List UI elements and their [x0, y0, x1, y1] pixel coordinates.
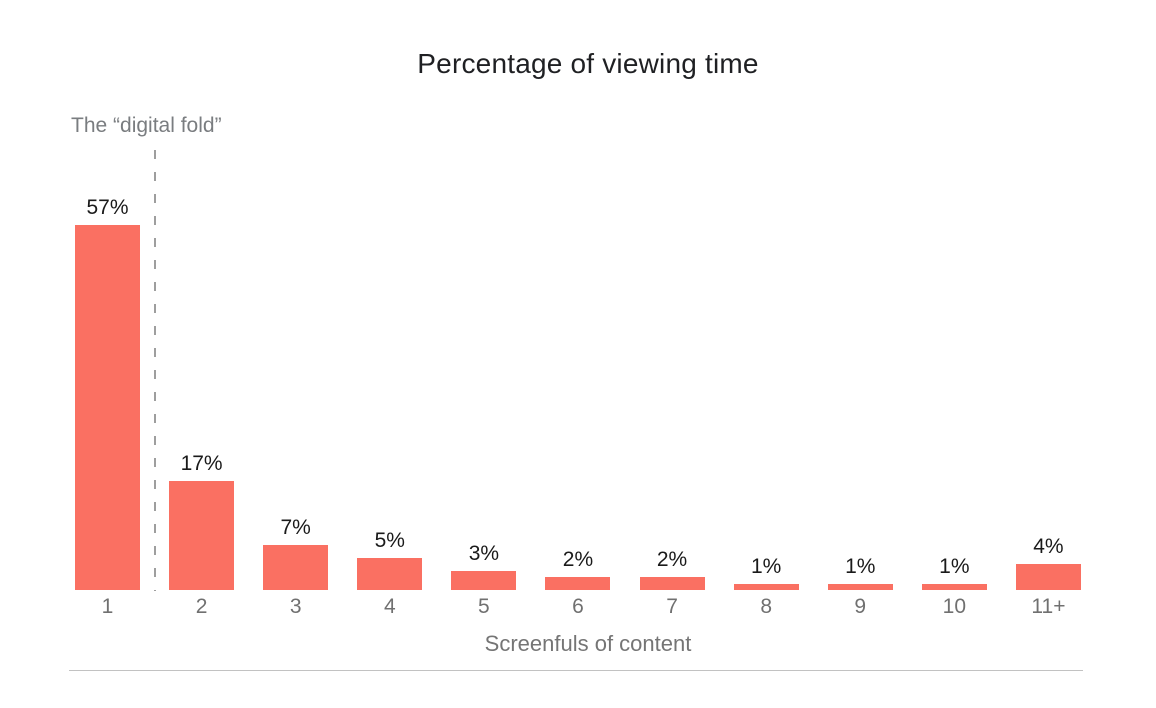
category-label: 2	[195, 595, 208, 618]
bar	[827, 583, 893, 590]
bar-plot: 57% 17% 7% 5% 3% 2% 2% 1% 1% 1% 4%	[75, 150, 1081, 590]
bar-column: 1%	[733, 150, 799, 590]
bar-column: 17%	[169, 150, 235, 590]
bar-value-label: 4%	[1033, 535, 1064, 559]
bar-column: 7%	[263, 150, 329, 590]
bar-column: 5%	[357, 150, 423, 590]
bar	[733, 583, 799, 590]
category-label: 10	[942, 595, 967, 618]
category-label: 11+	[1031, 595, 1066, 618]
bar	[1015, 564, 1081, 590]
bar-column: 1%	[827, 150, 893, 590]
bar	[639, 577, 705, 590]
bar-value-label: 2%	[656, 548, 688, 572]
bar-value-label: 57%	[86, 196, 129, 220]
bar-column: 3%	[451, 150, 517, 590]
bar-value-label: 17%	[180, 452, 223, 476]
bottom-divider	[69, 670, 1083, 671]
digital-fold-dashed-line	[154, 150, 156, 591]
x-axis-tick-row: 1 2 3 4 5 6 7 8 9 10 11+	[75, 596, 1081, 617]
bar	[169, 481, 235, 590]
bar	[357, 558, 423, 590]
bar-column: 2%	[639, 150, 705, 590]
x-axis-label: Screenfuls of content	[484, 631, 692, 656]
bar-column: 2%	[545, 150, 611, 590]
bar-value-label: 3%	[468, 541, 500, 565]
category-label: 7	[666, 595, 678, 618]
category-label: 6	[572, 595, 584, 618]
category-label: 4	[383, 595, 396, 618]
bar-column: 4%	[1015, 150, 1081, 590]
digital-fold-label: The “digital fold”	[71, 114, 222, 137]
bar-value-label: 1%	[750, 554, 782, 578]
bar	[545, 577, 611, 590]
bar-value-label: 7%	[280, 516, 311, 540]
bar	[451, 570, 517, 590]
category-label: 8	[760, 595, 772, 618]
bar-column: 1%	[921, 150, 987, 590]
bar	[75, 225, 140, 590]
category-label: 3	[289, 595, 302, 618]
bar-value-label: 5%	[374, 529, 405, 552]
bar-value-label: 1%	[845, 554, 876, 578]
category-label: 1	[101, 595, 114, 618]
bar-value-label: 1%	[939, 554, 970, 578]
category-label: 5	[478, 595, 490, 618]
chart-title: Percentage of viewing time	[417, 48, 759, 79]
bar	[921, 583, 987, 590]
bar-value-label: 2%	[562, 548, 594, 572]
bar	[263, 545, 329, 590]
bar-column: 57%	[75, 150, 140, 590]
category-label: 9	[854, 595, 867, 618]
